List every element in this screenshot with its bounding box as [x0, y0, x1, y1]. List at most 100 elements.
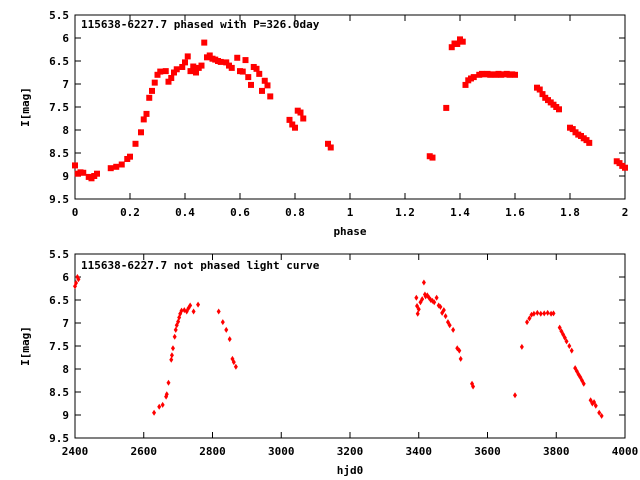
data-point [569, 126, 576, 133]
data-point [538, 310, 543, 317]
data-point [542, 310, 547, 317]
data-point [149, 87, 155, 94]
data-point [458, 355, 463, 362]
y-axis-label: I[mag] [19, 326, 32, 366]
data-point [154, 71, 161, 78]
data-point [234, 54, 241, 61]
data-point [441, 307, 446, 314]
data-point [267, 93, 274, 100]
data-point [470, 74, 477, 81]
data-point [549, 310, 554, 317]
x-tick-label: 3600 [474, 445, 501, 458]
data-point [593, 402, 598, 409]
x-tick-label: 3400 [406, 445, 433, 458]
data-point [143, 110, 150, 117]
y-tick-label: 6.5 [49, 55, 69, 68]
data-point [535, 309, 540, 316]
data-point [187, 68, 194, 75]
data-point [457, 347, 462, 354]
data-point [220, 319, 225, 326]
x-tick-label: 0 [72, 206, 79, 219]
data-point [454, 40, 461, 47]
data-point [170, 345, 175, 352]
data-point [80, 169, 87, 176]
data-point [519, 343, 524, 350]
x-tick-label: 2400 [62, 445, 89, 458]
x-tick-label: 1.2 [395, 206, 415, 219]
data-point [72, 162, 78, 169]
data-point [165, 78, 172, 85]
data-point [151, 79, 158, 86]
data-point [94, 170, 100, 177]
data-point [531, 310, 536, 317]
data-point [157, 68, 164, 75]
x-tick-label: 0.6 [230, 206, 250, 219]
data-points [72, 36, 628, 182]
data-point [152, 409, 157, 416]
data-point [198, 62, 205, 69]
x-tick-label: 1.4 [450, 206, 470, 219]
y-tick-label: 6.5 [49, 294, 69, 307]
data-point [239, 68, 246, 75]
data-point [545, 309, 550, 316]
data-point [223, 59, 230, 66]
x-tick-label: 3200 [337, 445, 364, 458]
data-point [190, 63, 197, 70]
y-tick-label: 6 [62, 32, 69, 45]
data-point [420, 296, 425, 303]
data-point [459, 38, 466, 45]
data-point [414, 294, 419, 301]
data-point [451, 326, 456, 333]
x-ticks: 0 0.2 0.4 0.6 0.8 1 1.2 1.4 1.6 1.8 2 [72, 15, 628, 219]
y-tick-label: 7 [62, 317, 69, 330]
data-point [597, 409, 602, 416]
data-point [557, 324, 562, 331]
data-point [231, 359, 236, 366]
x-tick-label: 1.6 [505, 206, 525, 219]
data-point [164, 391, 169, 398]
data-point [512, 71, 518, 78]
data-point [206, 52, 213, 59]
data-point [586, 139, 593, 146]
data-point [162, 68, 169, 75]
data-point [562, 334, 567, 341]
y-ticks: 5.5 6 6.5 7 7.5 8 8.5 9 9.5 [49, 248, 625, 445]
y-tick-label: 5.5 [49, 9, 69, 22]
data-point [556, 106, 562, 113]
data-points [73, 274, 604, 419]
data-point [256, 70, 263, 77]
data-point [107, 165, 114, 172]
data-point [300, 115, 307, 122]
data-point [171, 69, 177, 76]
data-point [264, 82, 271, 89]
data-point [74, 279, 79, 286]
data-point [191, 308, 196, 315]
data-point [193, 69, 199, 76]
data-point [447, 322, 452, 329]
data-point [539, 91, 546, 98]
data-point [201, 39, 208, 46]
data-point [179, 307, 184, 314]
plot-frame [74, 253, 626, 439]
data-point [429, 154, 436, 161]
x-tick-label: 2800 [199, 445, 226, 458]
x-ticks: 2400 2600 2800 3000 3200 3400 3600 3800 4000 [62, 254, 638, 458]
data-point [118, 161, 125, 168]
x-axis-label: phase [333, 225, 366, 238]
data-point [146, 94, 153, 101]
chart-title: 115638-6227.7 phased with P=326.0day [81, 18, 320, 31]
data-point [227, 336, 232, 343]
data-point [462, 81, 469, 88]
data-point [564, 338, 569, 345]
data-point [113, 163, 120, 170]
data-point [622, 164, 628, 171]
data-point [188, 302, 193, 309]
data-point [228, 64, 235, 71]
data-point [140, 116, 147, 123]
data-point [592, 399, 597, 406]
data-point [527, 315, 532, 322]
data-point [182, 59, 188, 66]
data-point [253, 65, 260, 72]
data-point [581, 380, 586, 387]
